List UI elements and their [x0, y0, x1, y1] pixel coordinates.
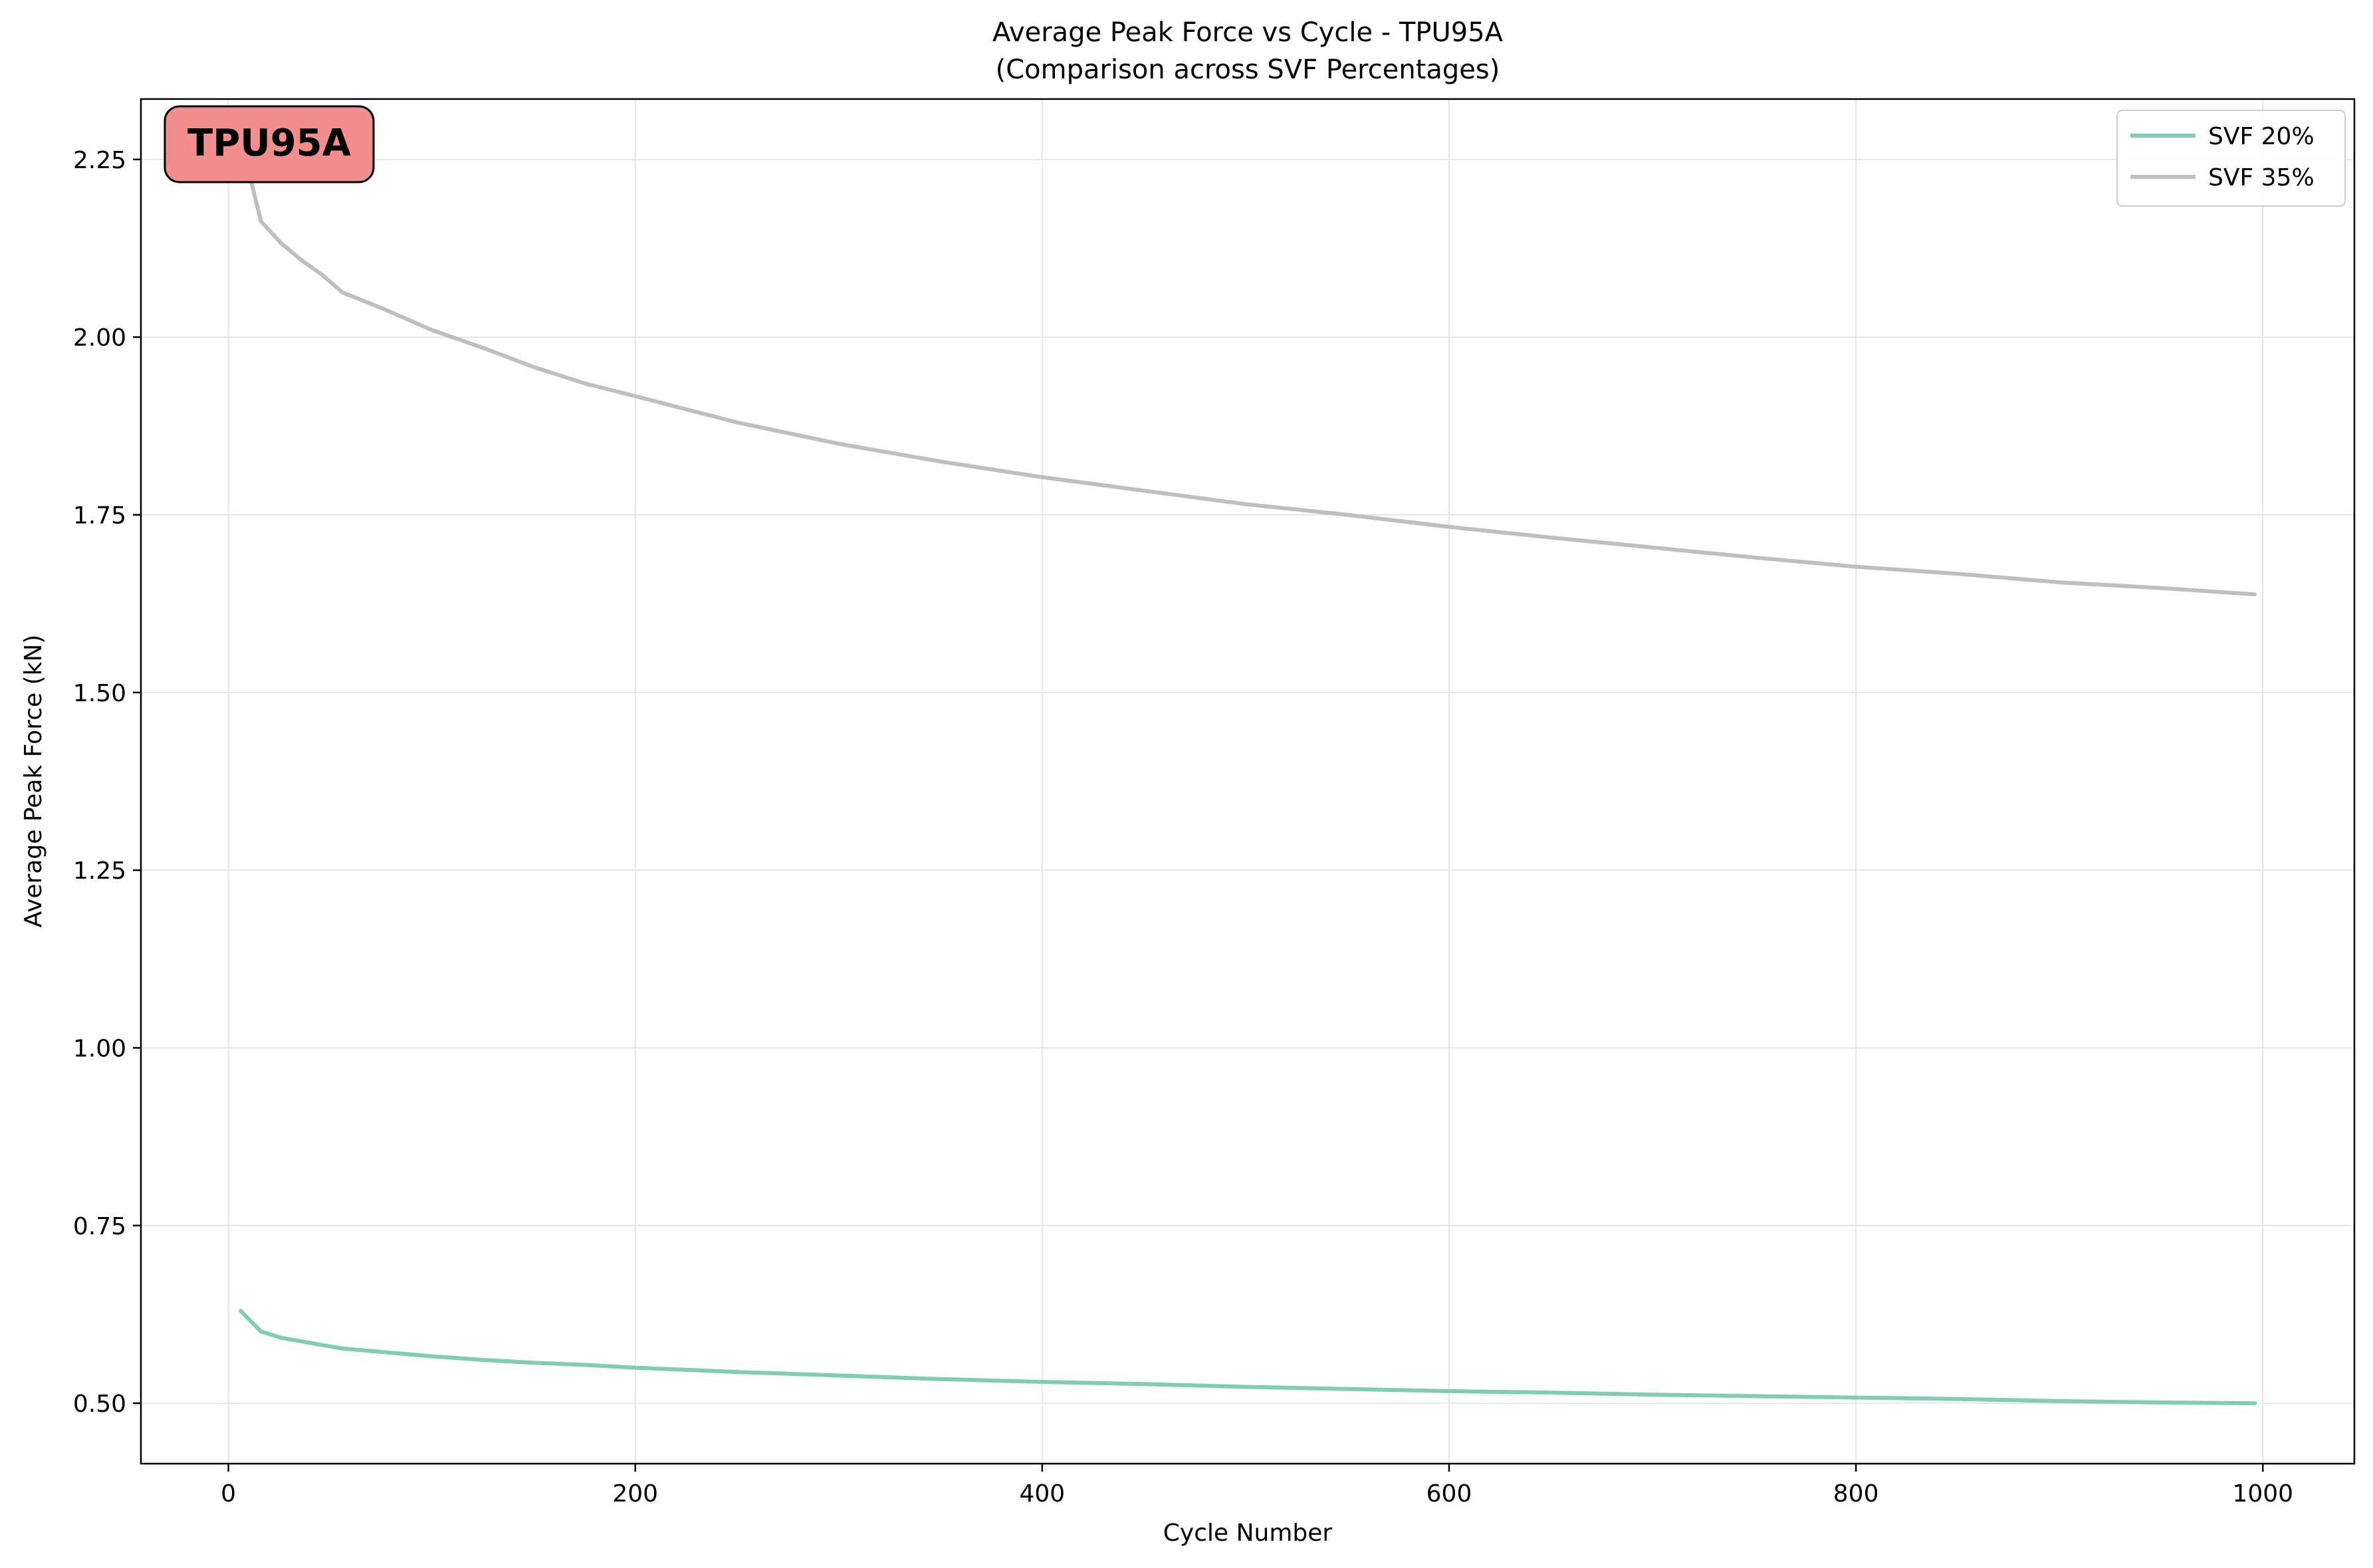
- x-tick-label: 1000: [2232, 1480, 2293, 1508]
- y-tick-label: 0.50: [73, 1391, 126, 1418]
- plot-frame: [140, 98, 2356, 1465]
- chart-subtitle: (Comparison across SVF Percentages): [996, 55, 1500, 85]
- x-axis: 0 200 400 600 800 1000: [221, 1464, 2293, 1508]
- legend: SVF 20% SVF 35%: [2116, 110, 2346, 207]
- legend-label-1: SVF 20%: [2208, 123, 2315, 150]
- x-tick-label: 600: [1426, 1480, 1472, 1508]
- y-tick-label: 1.00: [73, 1035, 126, 1062]
- y-tick-label: 2.25: [73, 147, 126, 174]
- x-axis-label: Cycle Number: [1163, 1519, 1333, 1547]
- y-axis: 0.50 0.75 1.00 1.25 1.50 1.75 2.00 2.25: [73, 147, 141, 1418]
- y-tick-label: 1.75: [73, 503, 126, 530]
- y-tick-label: 1.25: [73, 857, 126, 885]
- series-line-2: [239, 136, 2257, 597]
- annotation-badge: TPU95A: [164, 105, 375, 183]
- x-tick-label: 0: [221, 1480, 236, 1508]
- series-line-1: [239, 1309, 2257, 1406]
- plot-series: [239, 136, 2257, 1406]
- annotation-label: TPU95A: [187, 122, 352, 165]
- chart-title: Average Peak Force vs Cycle - TPU95A: [992, 17, 1504, 48]
- grid-lines: [141, 99, 2354, 1464]
- legend-label-2: SVF 35%: [2208, 164, 2315, 191]
- y-tick-label: 0.75: [73, 1213, 126, 1240]
- y-tick-label: 2.00: [73, 324, 126, 352]
- y-axis-label: Average Peak Force (kN): [20, 635, 47, 928]
- annotation-box: [164, 105, 375, 183]
- y-tick-label: 1.50: [73, 680, 126, 707]
- x-tick-label: 400: [1020, 1480, 1066, 1508]
- x-tick-label: 800: [1833, 1480, 1879, 1508]
- x-tick-label: 200: [612, 1480, 658, 1508]
